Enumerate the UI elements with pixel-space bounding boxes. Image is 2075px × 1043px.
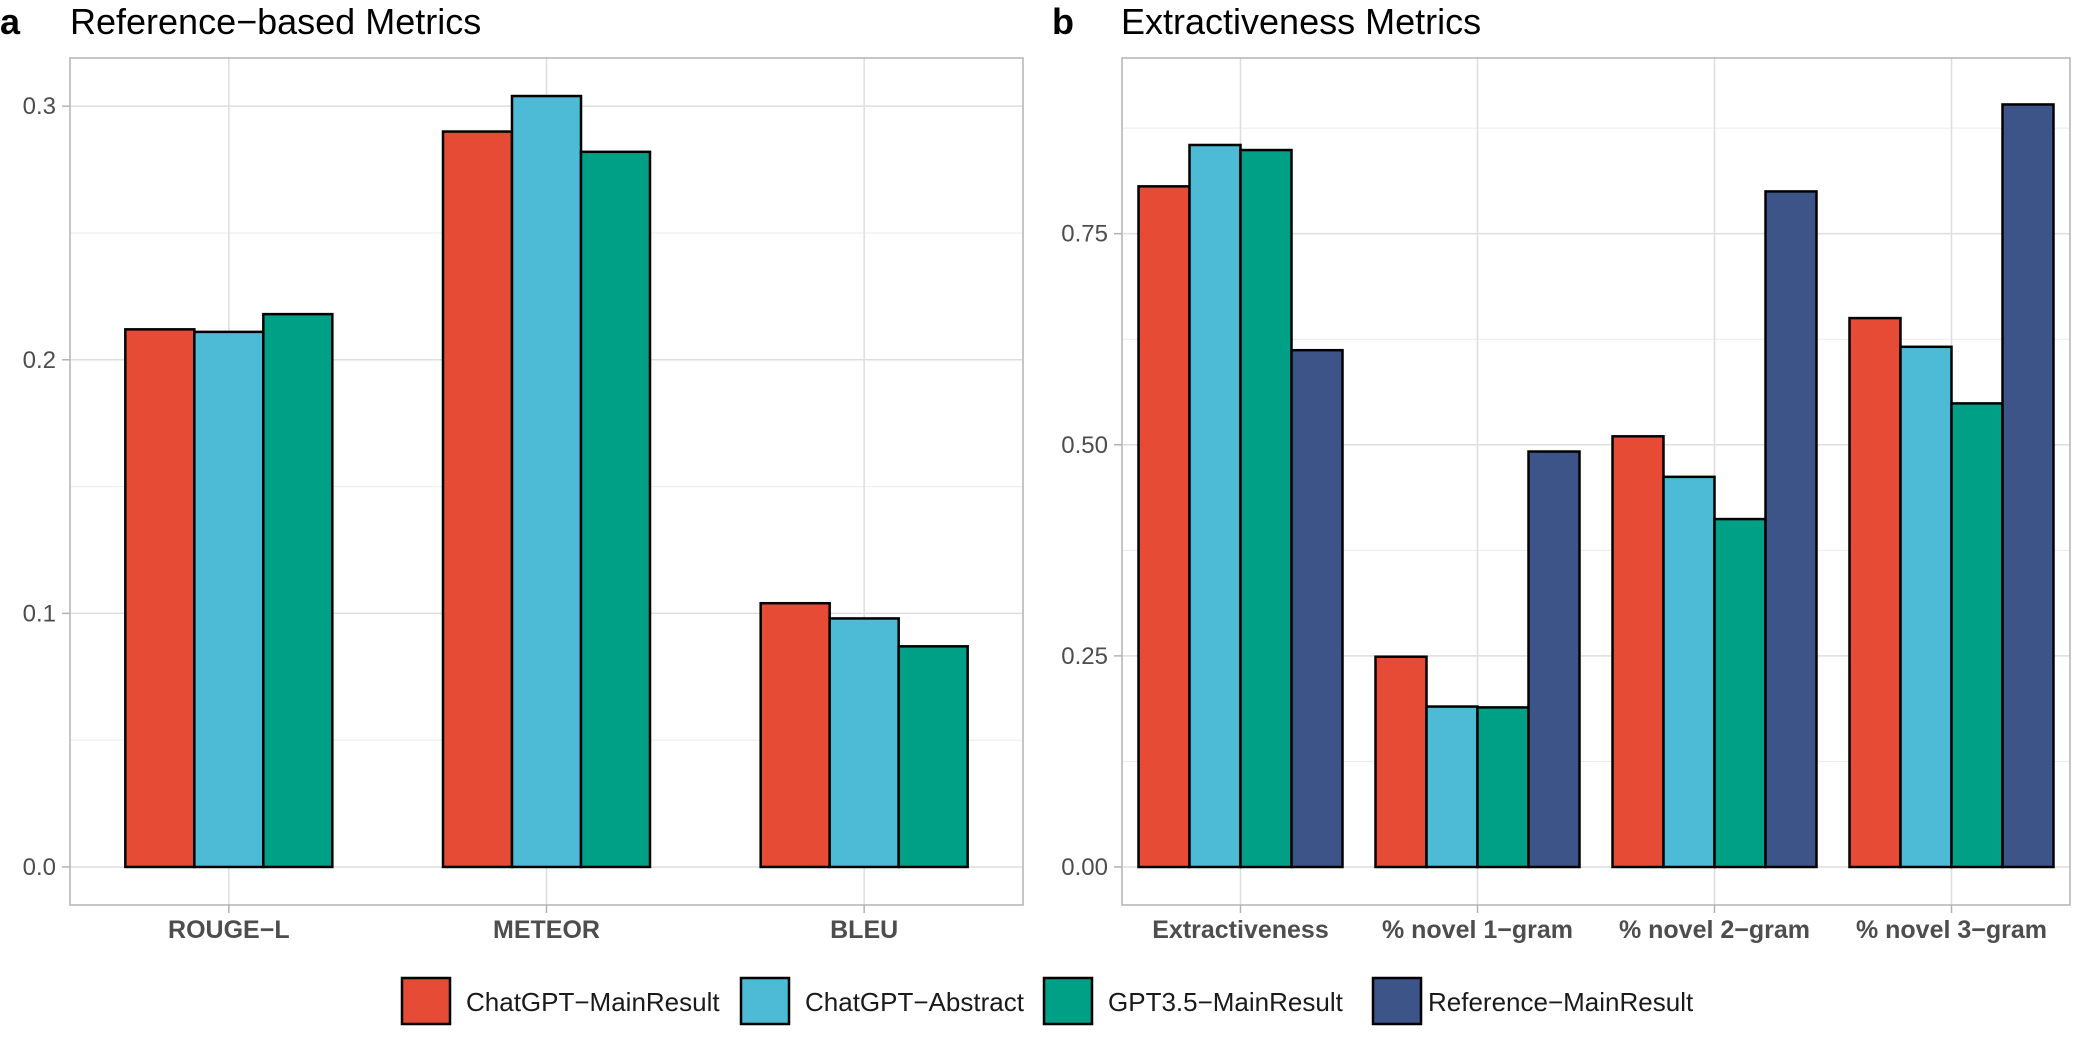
bar [193,330,265,869]
bar [510,94,583,869]
bar [441,130,514,869]
bar [759,601,831,869]
y-tick-label: 0.1 [23,600,56,627]
legend: ChatGPT−MainResult ChatGPT−Abstract GPT3.5… [400,976,1694,1026]
bar [1374,655,1428,869]
bar [1662,475,1716,869]
legend-label: ChatGPT−Abstract [805,987,1025,1017]
bar [1137,185,1191,869]
y-tick-label: 0.00 [1061,854,1108,881]
panel-b-title: Extractiveness Metrics [1121,1,1481,42]
x-tick-label: METEOR [493,916,600,944]
bar [1764,190,1818,869]
bar [828,617,900,869]
bar [1899,345,1953,869]
x-tick-label: BLEU [830,916,898,944]
bar [1527,450,1581,869]
y-tick-label: 0.2 [23,347,56,374]
bar [1476,706,1530,869]
legend-label: GPT3.5−MainResult [1108,987,1344,1017]
x-tick-label: % novel 2−gram [1619,916,1810,944]
panel-a: a Reference−based Metrics 0.0 0.1 0.2 0.3 RO… [0,1,1024,944]
bar [1848,316,1902,869]
plot-border [1121,57,2071,906]
legend-entry: ChatGPT−Abstract [739,976,1025,1026]
bar [1950,402,2004,869]
legend-label: Reference−MainResult [1428,987,1694,1017]
bar [2001,103,2055,869]
bar [579,150,652,869]
legend-entry: GPT3.5−MainResult [1042,976,1344,1026]
x-tick-label: ROUGE−L [168,916,290,944]
x-tick-label: % novel 3−gram [1856,916,2047,944]
bar [262,312,334,869]
x-tick-label: % novel 1−gram [1382,916,1573,944]
bar [897,645,969,869]
panel-b-plot-area: 0.00 0.25 0.50 0.75 Extractiveness % novel 1−… [1061,57,2071,944]
panel-a-letter: a [0,1,21,42]
legend-entry: ChatGPT−MainResult [400,976,720,1026]
bar [1239,148,1293,869]
legend-entry: Reference−MainResult [1371,976,1694,1026]
panel-a-plot-area: 0.0 0.1 0.2 0.3 ROUGE−L METEOR BLEU [23,57,1024,944]
y-tick-label: 0.50 [1061,432,1108,459]
panel-a-title: Reference−based Metrics [70,1,481,42]
bar [1188,143,1242,869]
legend-label: ChatGPT−MainResult [466,987,720,1017]
bar [1425,705,1479,869]
panel-b: b Extractiveness Metrics 0.00 0.25 0.50 0.7… [1052,1,2071,944]
y-tick-label: 0.0 [23,854,56,881]
y-tick-label: 0.25 [1061,643,1108,670]
legend-key [1371,976,1423,1026]
x-tick-label: Extractiveness [1152,916,1329,944]
bar [1290,348,1344,869]
bar [124,328,196,869]
legend-key [400,976,452,1026]
legend-key [1042,976,1094,1026]
y-tick-label: 0.3 [23,93,56,120]
bar [1611,435,1665,869]
legend-key [739,976,791,1026]
panel-b-letter: b [1052,1,1074,42]
bar [1713,517,1767,869]
y-tick-label: 0.75 [1061,221,1108,248]
